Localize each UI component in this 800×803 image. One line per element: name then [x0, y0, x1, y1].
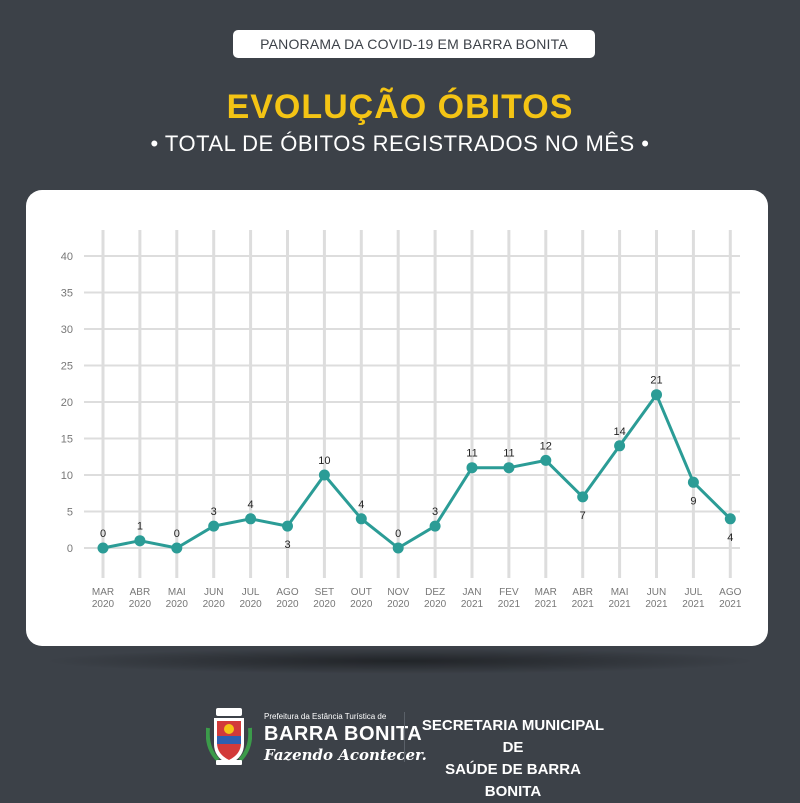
- x-tick-label-month: MAR: [535, 587, 557, 598]
- x-tick-label-month: OUT: [351, 587, 372, 598]
- data-point: [282, 520, 293, 532]
- data-point: [245, 513, 257, 525]
- data-label: 11: [466, 448, 477, 460]
- x-tick-label-month: JUL: [242, 587, 260, 598]
- data-point: [355, 513, 367, 525]
- x-tick-label-month: JAN: [463, 587, 482, 598]
- data-label: 14: [613, 426, 625, 438]
- x-tick-label-year: 2021: [535, 599, 558, 610]
- data-label: 7: [580, 510, 586, 522]
- x-tick-label-year: 2020: [239, 599, 262, 610]
- secretaria-line-2: SAÚDE DE BARRA BONITA: [445, 761, 581, 800]
- data-label: 3: [211, 506, 217, 518]
- data-point: [687, 476, 699, 488]
- x-tick-label-year: 2021: [608, 599, 631, 610]
- data-label: 4: [358, 499, 364, 511]
- x-tick-label-month: MAI: [611, 587, 629, 598]
- logo-slogan: Fazendo Acontecer.: [264, 746, 427, 764]
- data-point: [134, 535, 146, 547]
- y-tick-label: 30: [61, 324, 73, 336]
- x-tick-label-month: ABR: [572, 587, 593, 598]
- x-tick-label-month: NOV: [387, 587, 409, 598]
- x-tick-label-month: MAR: [92, 587, 114, 598]
- x-tick-label-month: SET: [315, 587, 334, 598]
- x-tick-label-year: 2020: [203, 599, 226, 610]
- x-tick-label-year: 2020: [424, 599, 447, 610]
- x-tick-label-year: 2020: [92, 599, 115, 610]
- data-point: [97, 542, 109, 554]
- logo-prefeitura-text: Prefeitura da Estância Turística de: [264, 712, 387, 721]
- x-tick-label-month: ABR: [130, 587, 151, 598]
- series-line: [102, 393, 732, 550]
- x-tick-label-year: 2020: [276, 599, 299, 610]
- x-tick-label-year: 2020: [129, 599, 152, 610]
- data-label: 4: [248, 499, 254, 511]
- chart-title: EVOLUÇÃO ÓBITOS: [226, 88, 574, 126]
- x-tick-label-year: 2020: [350, 599, 373, 610]
- chart-subtitle: • TOTAL DE ÓBITOS REGISTRADOS NO MÊS •: [150, 131, 650, 156]
- header-pill: PANORAMA DA COVID-19 EM BARRA BONITA: [233, 30, 595, 58]
- data-label: 4: [727, 532, 733, 544]
- data-point: [651, 389, 662, 401]
- data-label: 3: [432, 506, 438, 518]
- data-point: [540, 454, 552, 466]
- data-label: 3: [284, 539, 290, 551]
- y-tick-label: 10: [61, 470, 73, 482]
- footer-divider: [404, 712, 405, 762]
- x-tick-label-month: JUN: [647, 587, 666, 598]
- x-tick-label-month: FEV: [499, 587, 519, 598]
- data-point: [171, 542, 183, 554]
- x-tick-label-year: 2021: [645, 599, 668, 610]
- prefeitura-logo: Prefeitura da Estância Turística de BARR…: [206, 706, 427, 770]
- data-label: 10: [318, 455, 330, 467]
- x-tick-label-year: 2021: [572, 599, 595, 610]
- data-point: [429, 520, 441, 532]
- data-point: [577, 491, 589, 503]
- y-tick-label: 5: [67, 507, 73, 519]
- x-tick-label-year: 2020: [313, 599, 336, 610]
- data-point: [318, 469, 330, 481]
- x-tick-label-month: DEZ: [425, 587, 445, 598]
- data-label: 1: [137, 521, 143, 533]
- card-shadow: [40, 648, 760, 674]
- secretaria-text: SECRETARIA MUNICIPAL DE SAÚDE DE BARRA B…: [418, 715, 608, 803]
- city-crest-icon: [206, 708, 252, 765]
- data-label: 11: [503, 448, 514, 460]
- data-point: [392, 542, 404, 554]
- y-tick-label: 15: [61, 434, 73, 446]
- data-label: 0: [174, 528, 180, 540]
- x-tick-label-month: AGO: [719, 587, 741, 598]
- x-tick-label-month: JUL: [685, 587, 703, 598]
- logo-city-name: BARRA BONITA: [264, 723, 423, 745]
- data-point: [724, 513, 736, 525]
- data-label: 0: [395, 528, 401, 540]
- data-point: [614, 440, 626, 452]
- x-tick-label-month: AGO: [276, 587, 298, 598]
- data-point: [466, 462, 478, 474]
- data-label: 9: [690, 495, 696, 507]
- y-tick-label: 20: [61, 397, 73, 409]
- x-tick-label-month: MAI: [168, 587, 186, 598]
- y-tick-label: 35: [61, 288, 73, 300]
- data-point: [503, 462, 515, 474]
- data-label: 0: [100, 528, 106, 540]
- y-tick-label: 40: [61, 251, 73, 263]
- x-tick-label-year: 2021: [498, 599, 521, 610]
- secretaria-line-1: SECRETARIA MUNICIPAL DE: [421, 717, 605, 756]
- x-tick-label-year: 2021: [682, 599, 705, 610]
- x-tick-label-year: 2021: [461, 599, 484, 610]
- x-tick-label-year: 2020: [166, 599, 189, 610]
- y-tick-label: 0: [67, 543, 73, 555]
- x-tick-label-month: JUN: [204, 587, 223, 598]
- y-tick-label: 25: [61, 361, 73, 373]
- data-point: [208, 520, 220, 532]
- x-tick-label-year: 2021: [719, 599, 742, 610]
- data-label: 21: [650, 375, 662, 387]
- x-tick-label-year: 2020: [387, 599, 410, 610]
- data-label: 12: [540, 440, 552, 452]
